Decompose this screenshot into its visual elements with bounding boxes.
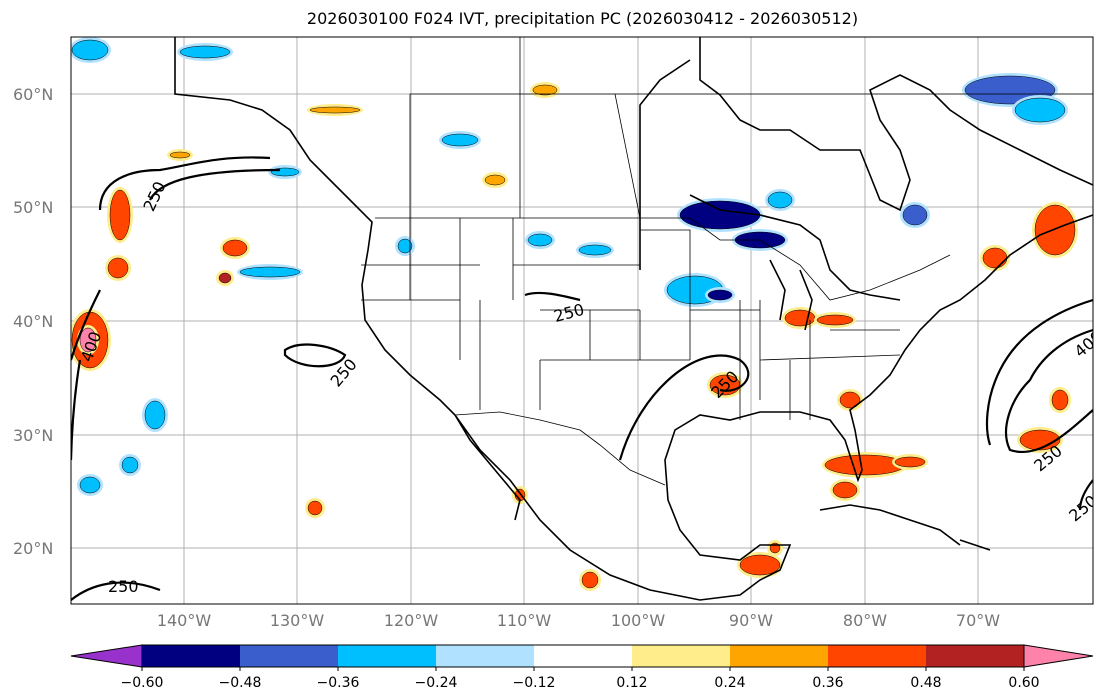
colorbar-extend-low: [70, 644, 143, 668]
colorbar-segment: [534, 645, 633, 667]
precip-contour: [79, 476, 101, 494]
precip-contour: [527, 233, 553, 247]
lon-label: 140°W: [157, 611, 212, 630]
precipitation-field: [71, 37, 1078, 591]
precip-contour: [222, 239, 248, 257]
colorbar-tick-label: −0.48: [219, 675, 262, 691]
lon-label: 100°W: [611, 611, 666, 630]
lon-label: 90°W: [729, 611, 773, 630]
precip-contour: [767, 191, 793, 209]
latitude-labels: 60°N 50°N 40°N 30°N 20°N: [13, 85, 53, 558]
map-frame: [70, 36, 1094, 605]
precip-contour: [307, 500, 323, 516]
precip-contour: [309, 106, 361, 114]
colorbar-tick-label: 0.12: [616, 675, 647, 691]
colorbar-segment: [828, 645, 927, 667]
lat-label: 40°N: [13, 312, 53, 331]
precip-contour: [824, 454, 906, 476]
precip-contour: [107, 257, 129, 279]
colorbar-tick-label: 0.60: [1008, 675, 1039, 691]
lon-label: 80°W: [843, 611, 887, 630]
precip-contour: [581, 571, 599, 589]
lon-label: 70°W: [956, 611, 1000, 630]
lat-label: 60°N: [13, 85, 53, 104]
colorbar-segment: [338, 645, 437, 667]
lat-label: 50°N: [13, 198, 53, 217]
precip-contour: [169, 151, 191, 159]
precip-contour: [1019, 429, 1061, 451]
precip-contour: [109, 189, 131, 241]
precip-contour: [1051, 389, 1069, 411]
colorbar-tick-label: −0.24: [415, 675, 458, 691]
precip-contour: [707, 289, 733, 301]
precip-contour: [532, 84, 558, 96]
precip-contour: [218, 272, 232, 284]
coastlines: [174, 37, 1093, 601]
precip-contour: [784, 309, 816, 327]
precip-contour: [839, 391, 861, 409]
colorbar-tick-label: −0.60: [121, 675, 164, 691]
colorbar-tick-label: 0.36: [812, 675, 843, 691]
precip-contour: [121, 456, 139, 474]
precip-contour: [397, 238, 413, 254]
precip-contour: [578, 244, 612, 256]
precip-contour: [739, 554, 781, 576]
lon-label: 110°W: [497, 611, 552, 630]
precip-contour: [179, 45, 231, 59]
precip-contour: [79, 327, 97, 353]
colorbar-tick-label: 0.24: [714, 675, 745, 691]
contour-label: 250: [108, 577, 139, 596]
colorbar-segment: [926, 645, 1025, 667]
political-borders: [174, 37, 1093, 486]
precip-contour: [679, 200, 761, 230]
precip-contour: [1034, 204, 1076, 256]
ivt-contours: [71, 156, 1093, 601]
map-area: 250 250 250 250 250 250 250 400 400: [71, 37, 1093, 604]
precip-contour: [1014, 97, 1066, 123]
precip-contour: [832, 481, 858, 499]
lat-label: 20°N: [13, 539, 53, 558]
colorbar-segment: [730, 645, 829, 667]
colorbar-tick-label: 0.48: [910, 675, 941, 691]
precip-contour: [144, 400, 166, 430]
precip-contour: [894, 456, 926, 468]
colorbar-segment: [240, 645, 339, 667]
precip-contour: [816, 314, 854, 326]
precip-contour: [982, 247, 1008, 269]
lat-label: 30°N: [13, 426, 53, 445]
longitude-labels: 140°W 130°W 120°W 110°W 100°W 90°W 80°W …: [157, 611, 1000, 630]
colorbar-extend-high: [1023, 644, 1094, 668]
colorbar-segment: [436, 645, 535, 667]
colorbar-segment: [632, 645, 731, 667]
map-title: 2026030100 F024 IVT, precipitation PC (2…: [306, 9, 859, 28]
lon-label: 130°W: [270, 611, 325, 630]
colorbar-tick-label: −0.36: [317, 675, 360, 691]
precip-contour: [484, 174, 506, 186]
colorbar-tick-label: −0.12: [513, 675, 556, 691]
precip-contour: [239, 266, 301, 278]
precip-contour: [441, 133, 479, 147]
precip-contour: [902, 204, 928, 226]
colorbar: −0.60 −0.48 −0.36 −0.24 −0.12 0.12 0.24 0.36 0.4…: [70, 644, 1094, 691]
precip-contour: [71, 39, 109, 61]
colorbar-segment: [142, 645, 241, 667]
lon-label: 120°W: [384, 611, 439, 630]
